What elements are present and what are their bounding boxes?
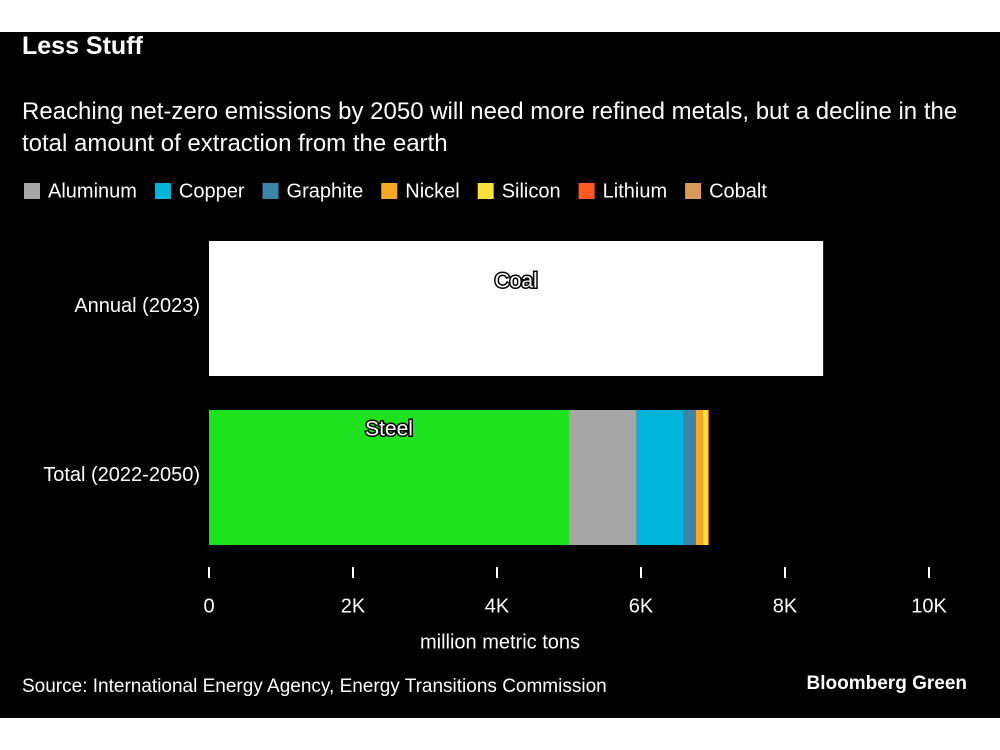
legend-swatch	[262, 183, 279, 199]
y-tick-label: Total (2022-2050)	[43, 464, 200, 486]
bar-segment	[695, 410, 703, 545]
legend-swatch	[154, 183, 171, 199]
x-tick-label: 8K	[773, 595, 798, 617]
bar-segment	[702, 410, 708, 545]
x-tick-label: 10K	[911, 595, 947, 617]
legend-swatch	[24, 183, 40, 199]
legend-swatch	[477, 183, 494, 199]
legend-label: Copper	[179, 180, 245, 202]
bar-segment	[636, 410, 684, 545]
bar-segment	[683, 410, 696, 545]
legend-label: Nickel	[405, 180, 459, 202]
legend-label: Aluminum	[48, 180, 137, 202]
x-axis-label: million metric tons	[420, 631, 580, 653]
x-tick-label: 6K	[629, 595, 654, 617]
x-tick-label: 4K	[485, 595, 510, 617]
y-tick-label: Annual (2023)	[74, 295, 200, 317]
legend-label: Silicon	[502, 180, 561, 202]
legend-label: Cobalt	[709, 180, 767, 202]
x-tick-label: 0	[203, 595, 214, 617]
bar-segment	[209, 241, 824, 376]
chart-title: Less Stuff	[22, 32, 143, 60]
legend-swatch	[578, 183, 595, 199]
x-tick-label: 2K	[341, 595, 366, 617]
source: Source: International Energy Agency, Ene…	[22, 676, 607, 697]
chart-subtitle: Reaching net-zero emissions by 2050 will…	[22, 98, 958, 157]
bar-segment	[707, 410, 709, 545]
bar-label: Steel	[365, 418, 413, 441]
legend-swatch	[381, 183, 398, 199]
bar-segment	[569, 410, 637, 545]
bar-segment	[209, 410, 569, 545]
brand: Bloomberg Green	[807, 673, 967, 694]
legend-swatch	[685, 183, 702, 199]
bar-label: Coal	[494, 270, 537, 293]
legend-label: Lithium	[603, 180, 667, 202]
legend-label: Graphite	[287, 180, 364, 202]
